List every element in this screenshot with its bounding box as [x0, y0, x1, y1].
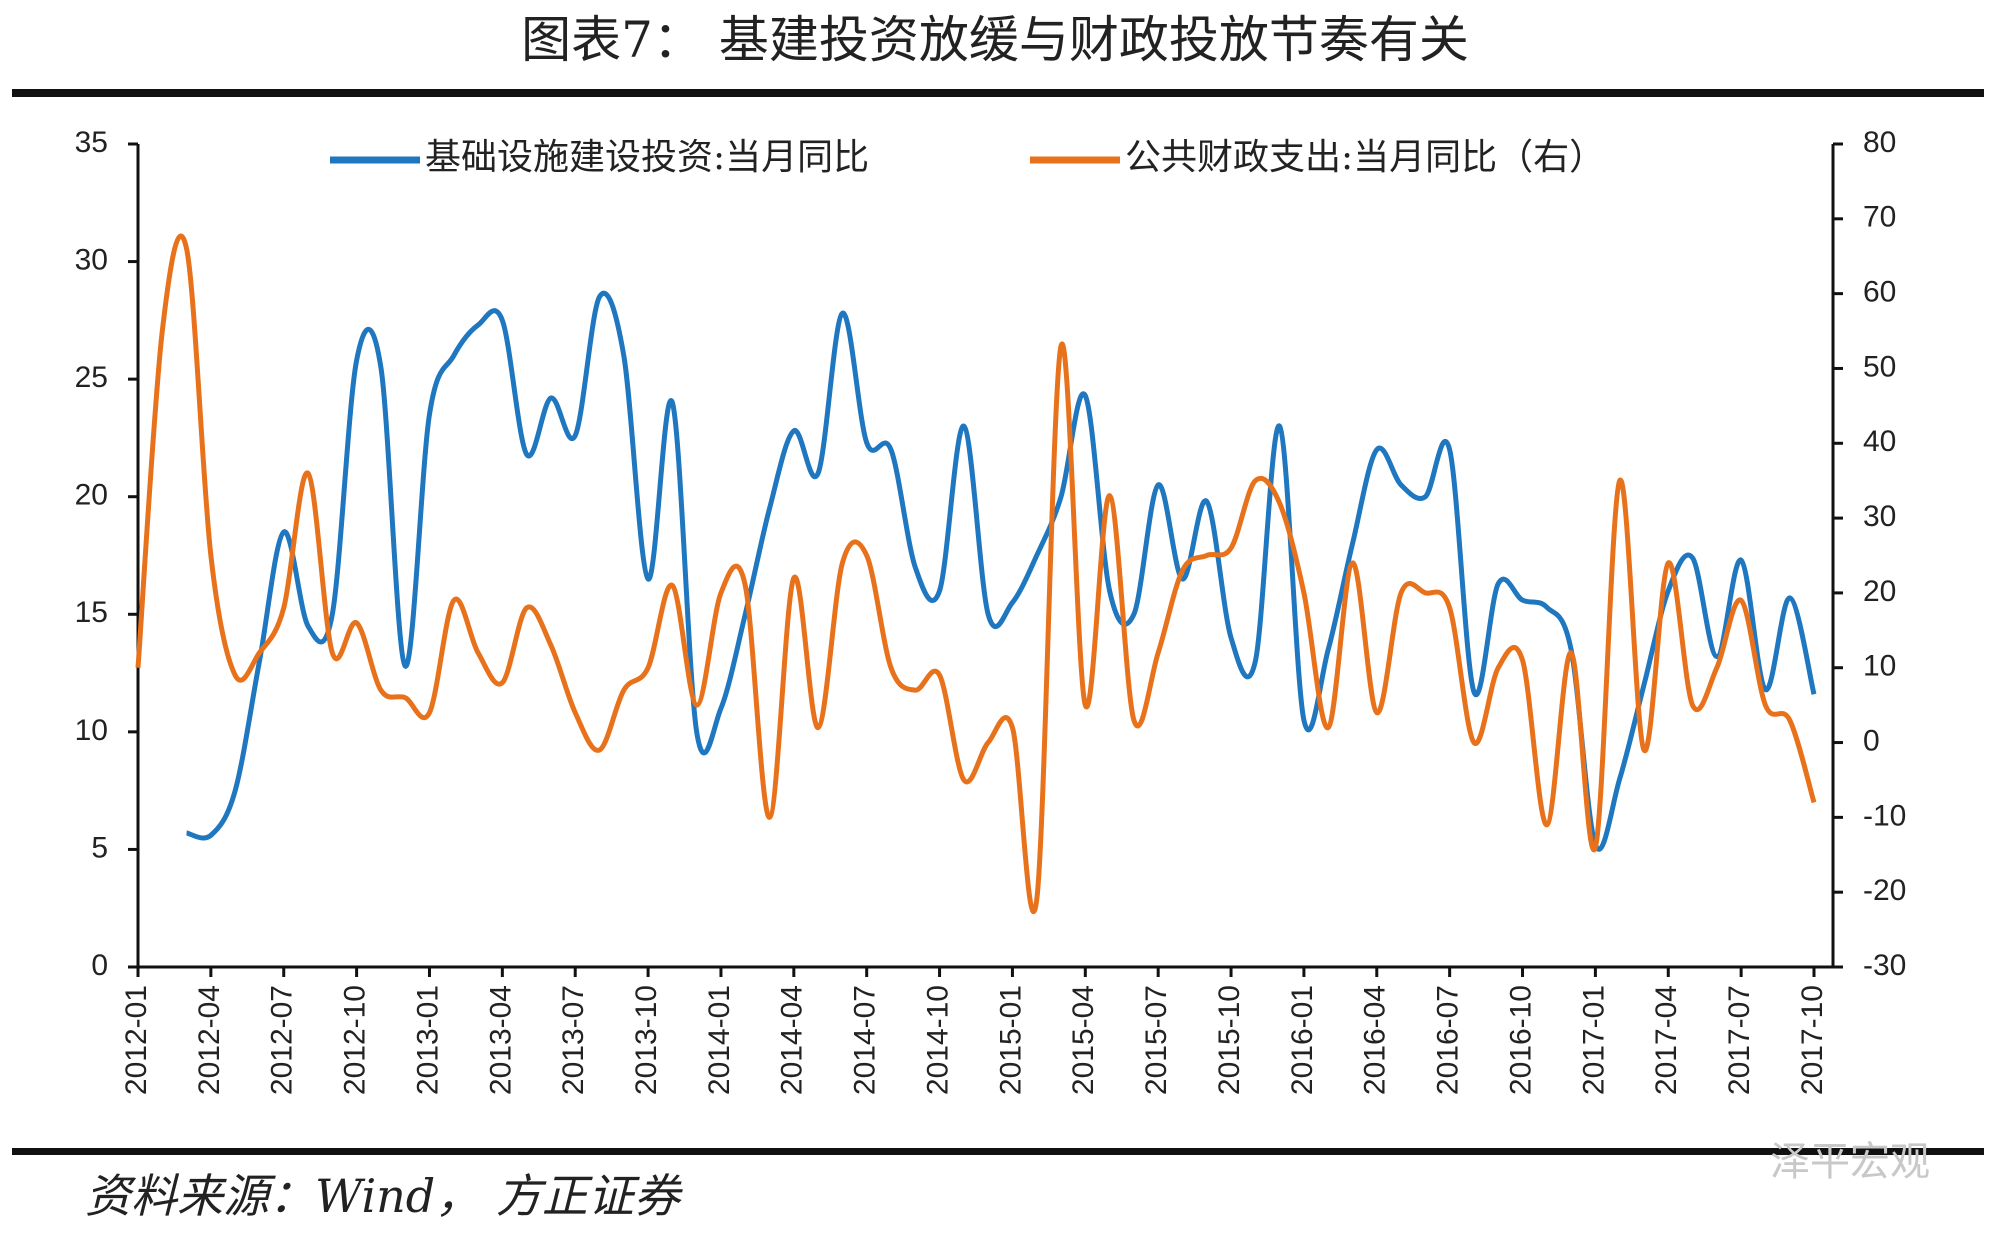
watermark: 泽平宏观 [1770, 1139, 1930, 1185]
bottom-rule [12, 1148, 1984, 1155]
x-tick-label: 2016-01 [1286, 985, 1319, 1095]
y-tick-label: 10 [75, 714, 108, 747]
x-tick-label: 2012-07 [266, 985, 299, 1095]
y2-tick-label: 70 [1863, 201, 1896, 234]
x-tick-label: 2015-10 [1213, 985, 1246, 1095]
x-tick-label: 2013-07 [557, 985, 590, 1095]
y-tick-label: 35 [75, 126, 108, 159]
x-tick-label: 2013-10 [630, 985, 663, 1095]
source: 资料来源：Wind， 方正证券 [85, 1169, 683, 1223]
top-rule [12, 89, 1984, 97]
y-tick-label: 5 [91, 831, 108, 864]
x-tick-label: 2015-01 [994, 985, 1027, 1095]
x-tick-label: 2014-04 [776, 985, 809, 1095]
legend-label: 基础设施建设投资:当月同比 [425, 137, 869, 178]
x-tick-label: 2015-04 [1067, 985, 1100, 1095]
legend-label: 公共财政支出:当月同比（右） [1125, 137, 1605, 178]
x-tick-label: 2017-04 [1650, 985, 1683, 1095]
y2-tick-label: 30 [1863, 500, 1896, 533]
x-tick-label: 2012-04 [193, 985, 226, 1095]
y-tick-label: 0 [91, 949, 108, 982]
x-tick-label: 2015-07 [1140, 985, 1173, 1095]
y-tick-label: 20 [75, 479, 108, 512]
x-tick-label: 2016-10 [1504, 985, 1537, 1095]
x-tick-label: 2014-10 [921, 985, 954, 1095]
y2-tick-label: 50 [1863, 350, 1896, 383]
x-tick-label: 2013-01 [411, 985, 444, 1095]
y-tick-label: 25 [75, 361, 108, 394]
chart-title: 图表7： 基建投资放缓与财政投放节奏有关 [521, 11, 1469, 69]
y2-tick-label: 60 [1863, 276, 1896, 309]
x-tick-label: 2012-10 [339, 985, 372, 1095]
x-tick-label: 2017-10 [1796, 985, 1829, 1095]
x-tick-label: 2017-01 [1577, 985, 1610, 1095]
y2-tick-label: -20 [1863, 874, 1906, 907]
y2-tick-label: 10 [1863, 650, 1896, 683]
series-line [135, 233, 1817, 914]
x-tick-label: 2014-01 [703, 985, 736, 1095]
x-tick-label: 2014-07 [849, 985, 882, 1095]
x-tick-label: 2016-07 [1432, 985, 1465, 1095]
x-tick-label: 2017-07 [1723, 985, 1756, 1095]
y2-tick-label: 0 [1863, 724, 1880, 757]
y2-tick-label: -30 [1863, 949, 1906, 982]
y-tick-label: 30 [75, 243, 108, 276]
y2-tick-label: -10 [1863, 799, 1906, 832]
series-line [185, 290, 1817, 852]
y2-tick-label: 40 [1863, 425, 1896, 458]
y2-tick-label: 80 [1863, 126, 1896, 159]
x-tick-label: 2016-04 [1359, 985, 1392, 1095]
x-tick-label: 2012-01 [120, 985, 153, 1095]
x-tick-label: 2013-04 [484, 985, 517, 1095]
y-tick-label: 15 [75, 596, 108, 629]
y2-tick-label: 20 [1863, 575, 1896, 608]
